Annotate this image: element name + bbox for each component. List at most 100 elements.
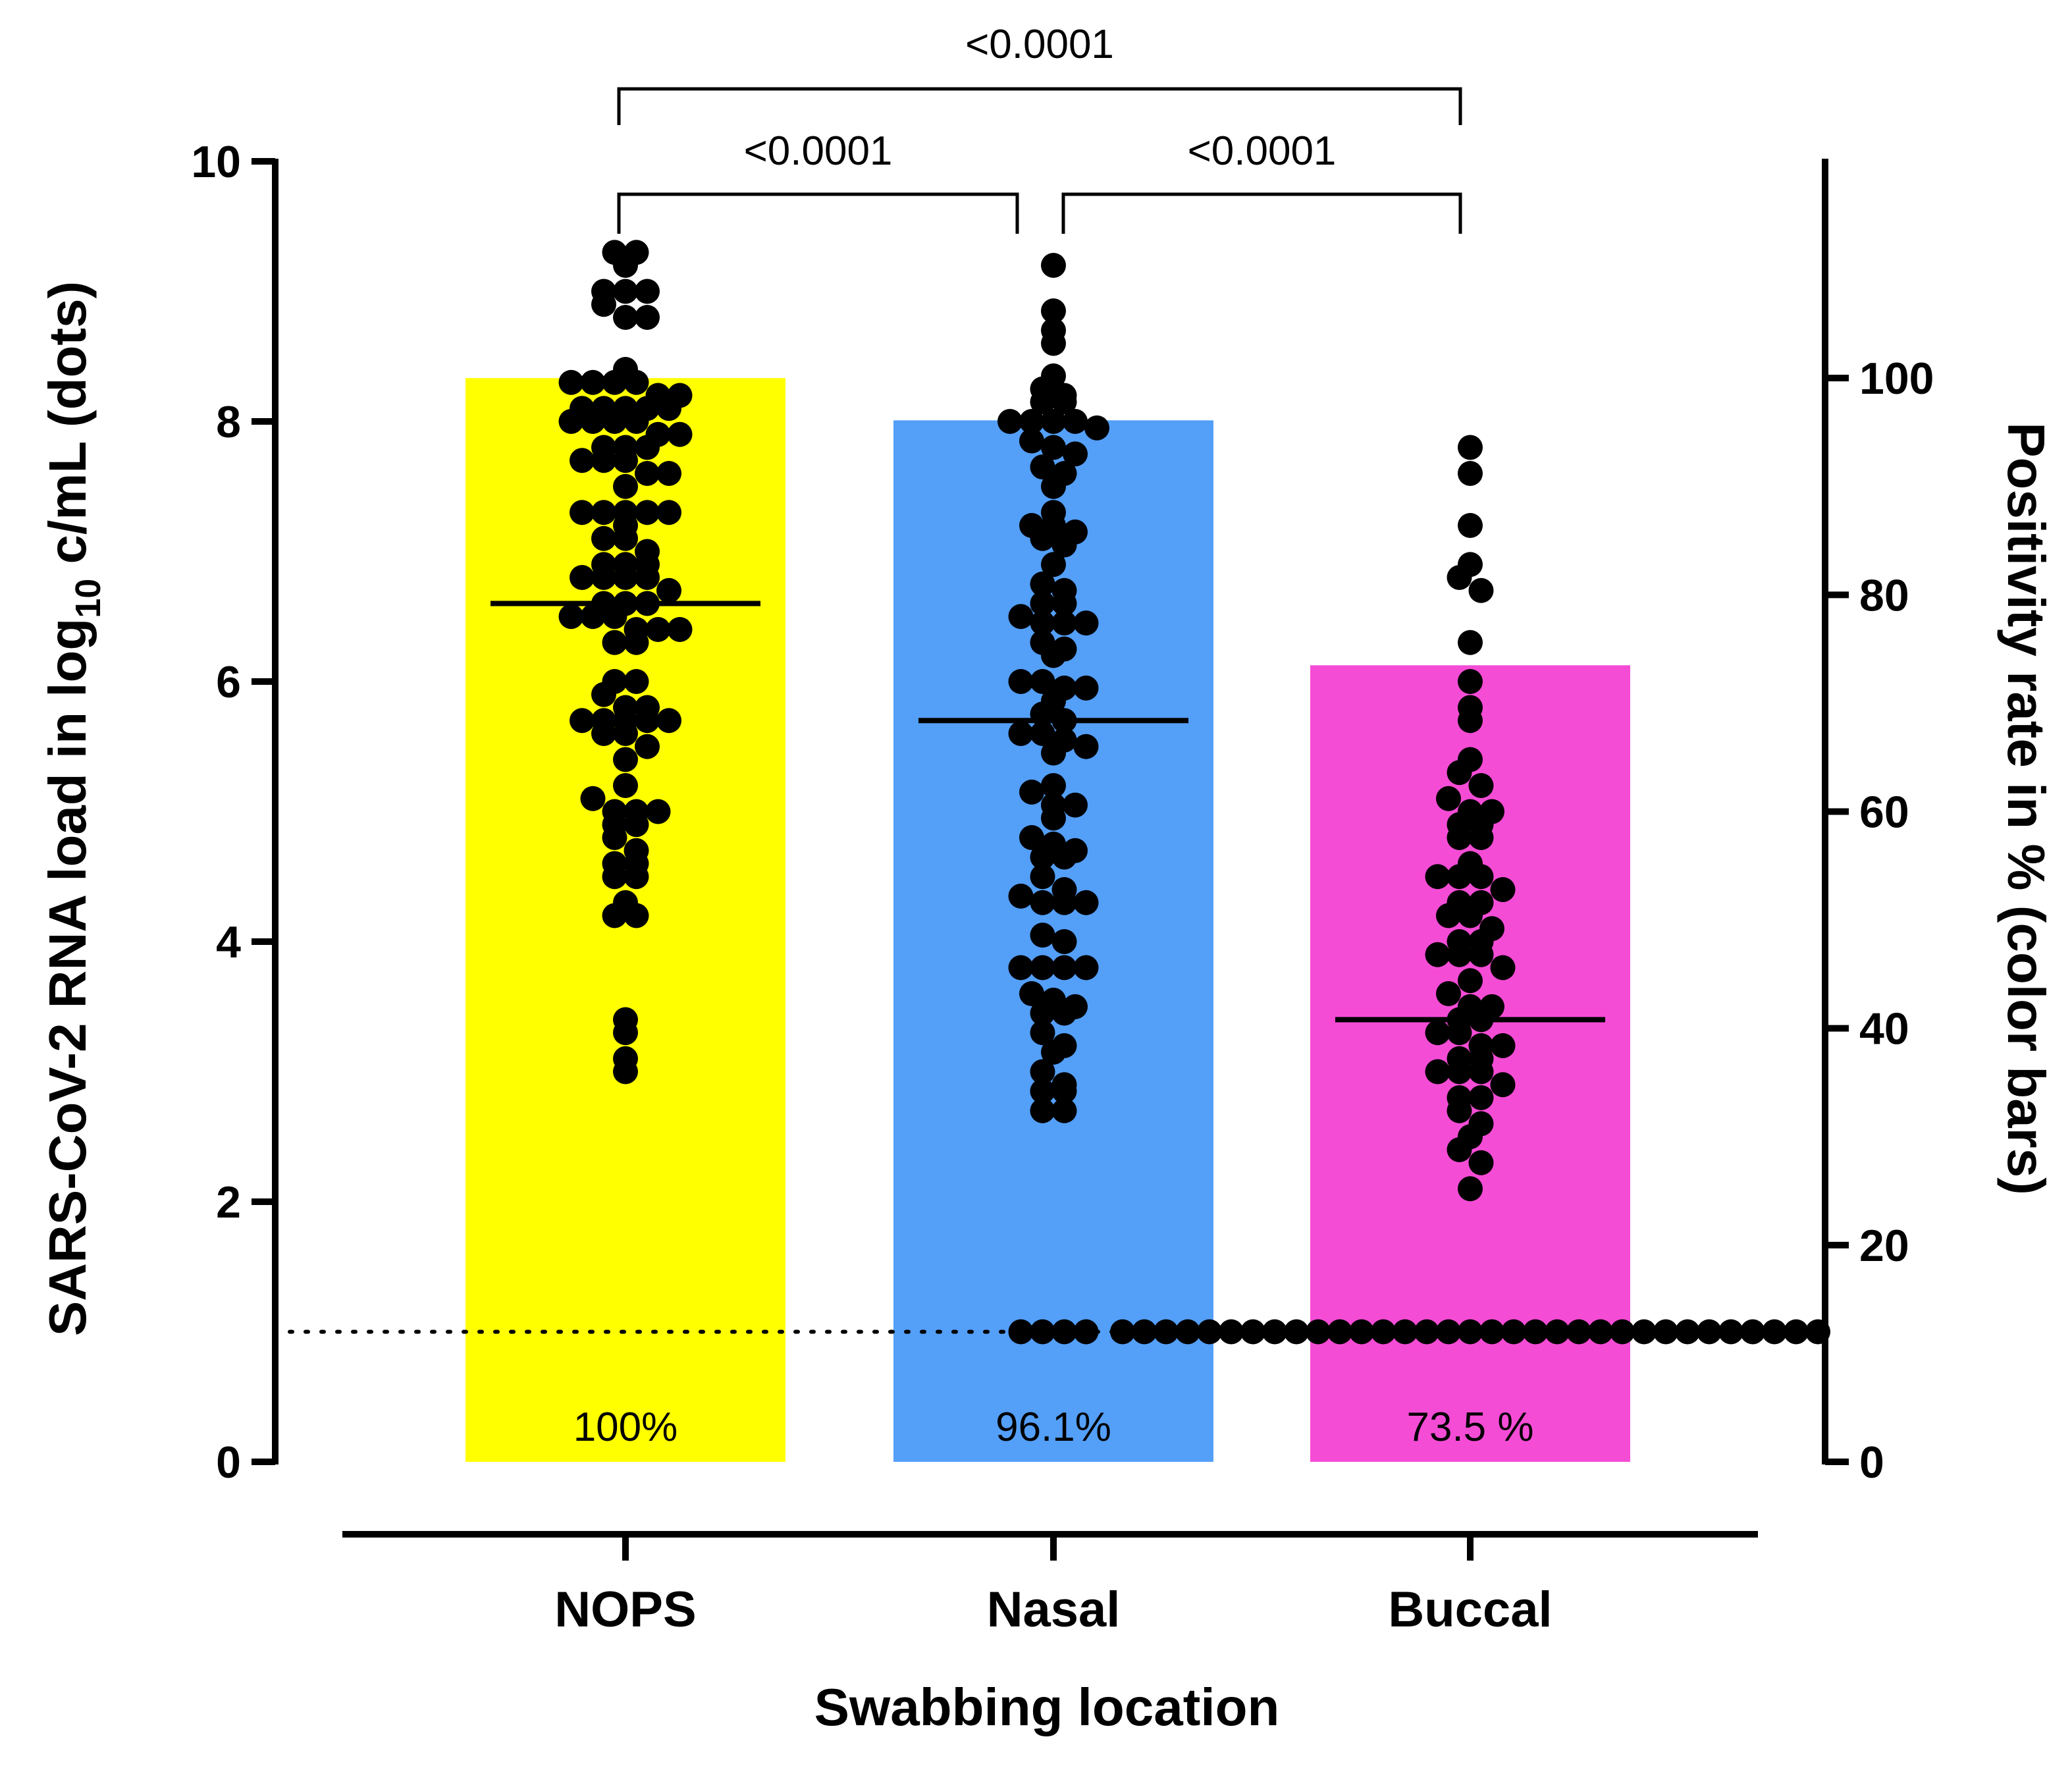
left-y-tick-label: 4 xyxy=(216,917,241,967)
data-point-nops xyxy=(591,721,616,746)
data-point-nasal xyxy=(1041,298,1066,324)
data-point-buccal xyxy=(1306,1319,1331,1345)
data-point-nasal xyxy=(1019,981,1044,1006)
data-point-buccal xyxy=(1468,942,1494,967)
bar-label-nasal: 96.1% xyxy=(996,1405,1111,1450)
data-point-nops xyxy=(570,708,595,734)
data-point-nops xyxy=(635,565,660,590)
data-point-nasal xyxy=(997,409,1023,434)
left-y-tick-label: 2 xyxy=(216,1177,241,1227)
data-point-nasal xyxy=(1051,389,1077,415)
data-point-buccal xyxy=(1458,903,1483,928)
right-y-tick-label: 80 xyxy=(1859,570,1909,620)
data-point-buccal xyxy=(1458,513,1483,538)
data-point-nasal xyxy=(1073,675,1099,701)
data-point-nasal xyxy=(1030,525,1055,551)
significance-layer: <0.0001 <0.0001 <0.0001 xyxy=(617,22,1462,234)
data-point-nasal xyxy=(1051,955,1077,980)
x-tick-label-nops: NOPS xyxy=(554,1582,696,1638)
data-point-buccal xyxy=(1490,1072,1516,1098)
data-point-nasal xyxy=(1041,435,1066,460)
data-point-nops xyxy=(602,825,627,850)
data-point-nasal xyxy=(1030,389,1055,415)
data-point-nasal xyxy=(1041,253,1066,278)
data-point-buccal xyxy=(1490,1033,1516,1058)
data-point-nops xyxy=(613,525,638,551)
data-point-nasal xyxy=(1063,792,1088,818)
data-point-nops xyxy=(656,461,681,486)
data-point-nasal xyxy=(1030,1319,1055,1345)
data-point-nops xyxy=(645,617,671,642)
data-point-buccal xyxy=(1588,1319,1613,1345)
data-point-nasal xyxy=(1008,883,1034,909)
data-point-buccal xyxy=(1545,1319,1570,1345)
data-point-buccal xyxy=(1425,864,1450,890)
data-point-buccal xyxy=(1479,1319,1504,1345)
data-point-nasal xyxy=(1030,1079,1055,1104)
data-point-buccal xyxy=(1458,1319,1483,1345)
data-point-nops xyxy=(667,421,693,447)
data-point-nops xyxy=(602,369,627,395)
data-point-nops xyxy=(613,1059,638,1085)
data-point-nops xyxy=(613,305,638,330)
data-point-nops xyxy=(635,279,660,304)
data-point-nasal xyxy=(1051,890,1077,915)
data-point-nasal xyxy=(1019,428,1044,454)
data-point-buccal xyxy=(1447,864,1472,890)
left-y-tick-label: 8 xyxy=(216,397,241,447)
data-point-nasal xyxy=(1073,734,1099,759)
data-point-buccal xyxy=(1740,1319,1765,1345)
data-point-nops xyxy=(591,525,616,551)
data-point-nops xyxy=(602,864,627,890)
data-point-nops xyxy=(580,604,606,630)
data-point-nops xyxy=(645,799,671,824)
data-point-buccal xyxy=(1675,1319,1700,1345)
data-point-nops xyxy=(635,461,660,486)
data-point-nops xyxy=(656,577,681,603)
data-point-buccal xyxy=(1436,786,1461,811)
x-axis-title: Swabbing location xyxy=(814,1678,1280,1736)
data-point-nops xyxy=(558,409,584,434)
data-point-buccal xyxy=(1154,1319,1179,1345)
right-y-tick-label: 40 xyxy=(1859,1004,1909,1054)
data-point-nasal xyxy=(1008,669,1034,694)
data-point-nasal xyxy=(1030,890,1055,915)
data-point-nops xyxy=(591,292,616,317)
data-point-buccal xyxy=(1762,1319,1787,1345)
data-point-nasal xyxy=(1041,1039,1066,1065)
data-point-buccal xyxy=(1523,1319,1548,1345)
data-point-buccal xyxy=(1447,1020,1472,1046)
medians-layer xyxy=(491,601,1605,1023)
significance-label-nops-nasal: <0.0001 xyxy=(744,128,893,174)
data-point-nops xyxy=(613,565,638,590)
right-y-axis-title: Positivity rate in % (color bars) xyxy=(1997,422,2056,1195)
data-point-buccal xyxy=(1132,1319,1157,1345)
data-point-nasal xyxy=(1051,1319,1077,1345)
data-point-nasal xyxy=(1051,929,1077,954)
data-point-nasal xyxy=(1030,1020,1055,1046)
data-point-buccal xyxy=(1284,1319,1309,1345)
data-point-buccal xyxy=(1458,630,1483,655)
x-tick-label-nasal: Nasal xyxy=(987,1582,1121,1638)
data-point-nasal xyxy=(1019,409,1044,434)
data-point-nops xyxy=(656,708,681,734)
data-point-buccal xyxy=(1240,1319,1265,1345)
left-y-axis-title-pre: SARS-CoV-2 RNA load in log xyxy=(38,618,97,1336)
left-y-axis-title-sub: 10 xyxy=(68,579,108,618)
data-point-buccal xyxy=(1447,1098,1472,1123)
data-point-buccal xyxy=(1436,1319,1461,1345)
data-point-buccal xyxy=(1349,1319,1374,1345)
data-point-nasal xyxy=(1073,955,1099,980)
data-point-nasal xyxy=(1073,1319,1099,1345)
data-point-nops xyxy=(591,682,616,707)
data-point-buccal xyxy=(1458,708,1483,734)
data-point-buccal xyxy=(1197,1319,1222,1345)
data-point-buccal xyxy=(1468,1085,1494,1110)
data-point-nops xyxy=(580,369,606,395)
data-point-buccal xyxy=(1175,1319,1200,1345)
data-point-nasal xyxy=(1030,669,1055,694)
data-point-buccal xyxy=(1371,1319,1396,1345)
data-point-nops xyxy=(580,786,606,811)
data-point-nops xyxy=(602,604,627,630)
